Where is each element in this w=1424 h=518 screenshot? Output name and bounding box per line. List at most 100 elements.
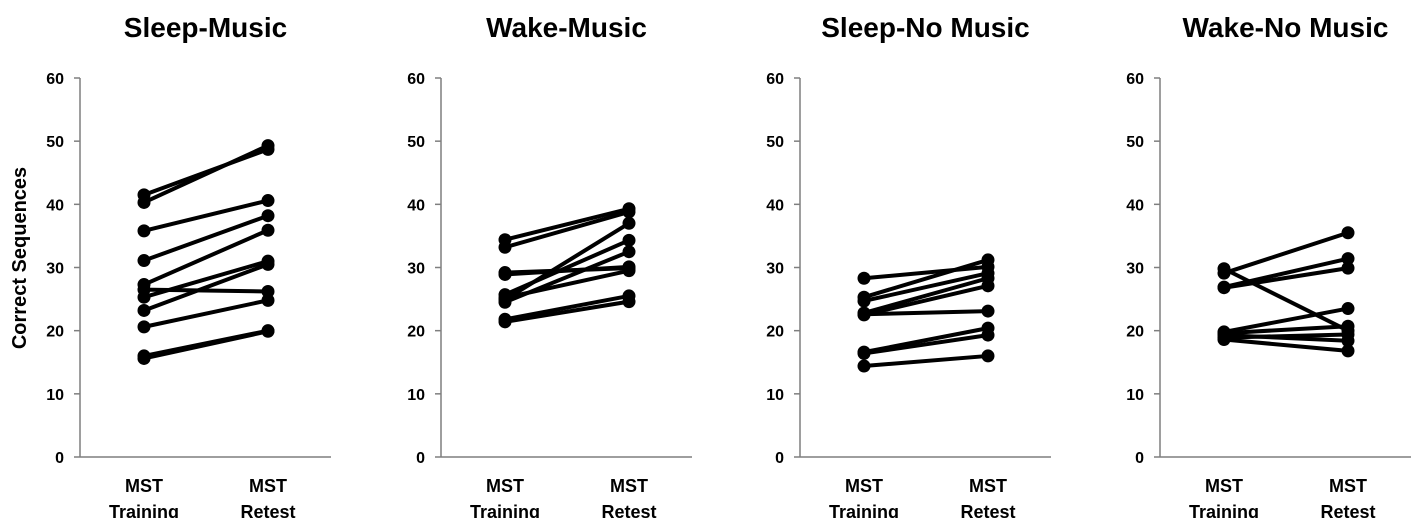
data-point xyxy=(261,209,275,223)
series-line xyxy=(504,206,630,242)
y-tick-label: 10 xyxy=(407,387,425,404)
x-category-label: Retest xyxy=(601,502,656,518)
x-category-label: MST xyxy=(125,476,163,496)
series-line xyxy=(1223,266,1349,333)
panel-3: Wake-No Music 0 10 20 30 40 50 60 MST Training MST… xyxy=(1126,12,1411,518)
data-point xyxy=(498,267,512,281)
data-point xyxy=(261,139,275,153)
series-5 xyxy=(857,304,995,321)
data-point xyxy=(137,320,151,334)
y-tick-label: 10 xyxy=(1126,387,1144,404)
series-line xyxy=(143,143,269,205)
x-category-label: Training xyxy=(109,502,179,518)
series-line xyxy=(143,228,269,287)
data-point xyxy=(857,294,871,308)
data-point xyxy=(498,315,512,329)
data-point xyxy=(261,293,275,307)
series-line xyxy=(1223,306,1349,334)
data-point xyxy=(1341,344,1355,358)
data-point xyxy=(1341,252,1355,266)
x-category-label: Retest xyxy=(240,502,295,518)
x-category-label: MST xyxy=(1329,476,1367,496)
y-tick-label: 40 xyxy=(766,197,784,214)
series-line xyxy=(1223,266,1349,290)
x-category-label: MST xyxy=(845,476,883,496)
data-point xyxy=(498,291,512,305)
data-point xyxy=(857,307,871,321)
y-tick-label: 10 xyxy=(46,387,64,404)
y-tick-label: 20 xyxy=(1126,324,1144,341)
series-line xyxy=(863,264,989,281)
x-category-label: Training xyxy=(470,502,540,518)
series-7 xyxy=(857,328,995,360)
data-point xyxy=(137,290,151,304)
series-line xyxy=(863,258,989,300)
data-point xyxy=(1217,266,1231,280)
series-line xyxy=(143,259,269,300)
series-line xyxy=(863,271,989,303)
data-point xyxy=(981,328,995,342)
data-point xyxy=(261,194,275,208)
y-tick-label: 60 xyxy=(46,71,64,88)
y-tick-label: 20 xyxy=(407,324,425,341)
data-point xyxy=(981,304,995,318)
series-8 xyxy=(498,295,636,329)
data-point xyxy=(137,195,151,209)
data-point xyxy=(622,233,636,247)
series-line xyxy=(863,353,989,369)
data-point xyxy=(1341,302,1355,316)
x-category-label: Training xyxy=(1189,502,1259,518)
series-1 xyxy=(498,205,636,254)
data-point xyxy=(857,271,871,285)
y-tick-label: 40 xyxy=(46,197,64,214)
series-7 xyxy=(137,257,275,317)
panel-1: Wake-Music 0 10 20 30 40 50 60 MST Training MST Ret… xyxy=(407,12,692,518)
y-tick-label: 20 xyxy=(766,324,784,341)
data-point xyxy=(1341,327,1355,341)
data-point xyxy=(261,324,275,338)
series-line xyxy=(504,264,630,277)
series-10 xyxy=(137,324,275,365)
series-line xyxy=(504,268,630,300)
series-line xyxy=(1223,337,1349,353)
data-point xyxy=(622,295,636,309)
y-tick-label: 40 xyxy=(407,197,425,214)
y-tick-label: 10 xyxy=(766,387,784,404)
series-line xyxy=(1223,256,1349,290)
y-tick-label: 60 xyxy=(407,71,425,88)
data-point xyxy=(622,216,636,230)
panel-title: Sleep-Music xyxy=(124,12,287,43)
data-point xyxy=(137,351,151,365)
data-point xyxy=(261,223,275,237)
y-tick-label: 30 xyxy=(1126,261,1144,278)
series-3 xyxy=(137,209,275,268)
y-axis-label: Correct Sequences xyxy=(9,167,31,349)
data-point xyxy=(137,224,151,238)
data-point xyxy=(622,245,636,259)
series-line xyxy=(1223,332,1349,340)
data-point xyxy=(857,346,871,360)
series-3 xyxy=(1217,261,1355,295)
series-line xyxy=(143,262,269,313)
x-category-label: MST xyxy=(969,476,1007,496)
series-1 xyxy=(137,139,275,209)
panel-2: Sleep-No Music 0 10 20 30 40 50 60 MST Training MS… xyxy=(766,12,1051,518)
x-category-label: MST xyxy=(249,476,287,496)
data-point xyxy=(1341,226,1355,240)
series-line xyxy=(863,309,989,317)
series-line xyxy=(503,221,631,302)
y-tick-label: 30 xyxy=(766,261,784,278)
panels: Sleep-Music 0 10 20 30 40 50 60 MST Training MST Re… xyxy=(46,12,1411,518)
series-line xyxy=(863,276,989,315)
x-category-label: Training xyxy=(829,502,899,518)
y-tick-label: 50 xyxy=(46,134,64,151)
panel-title: Sleep-No Music xyxy=(821,12,1029,43)
series-line xyxy=(504,209,630,250)
series-line xyxy=(504,299,630,324)
y-tick-label: 60 xyxy=(1126,71,1144,88)
data-point xyxy=(137,303,151,317)
y-tick-label: 50 xyxy=(1126,134,1144,151)
y-tick-label: 30 xyxy=(46,261,64,278)
data-point xyxy=(1217,281,1231,295)
